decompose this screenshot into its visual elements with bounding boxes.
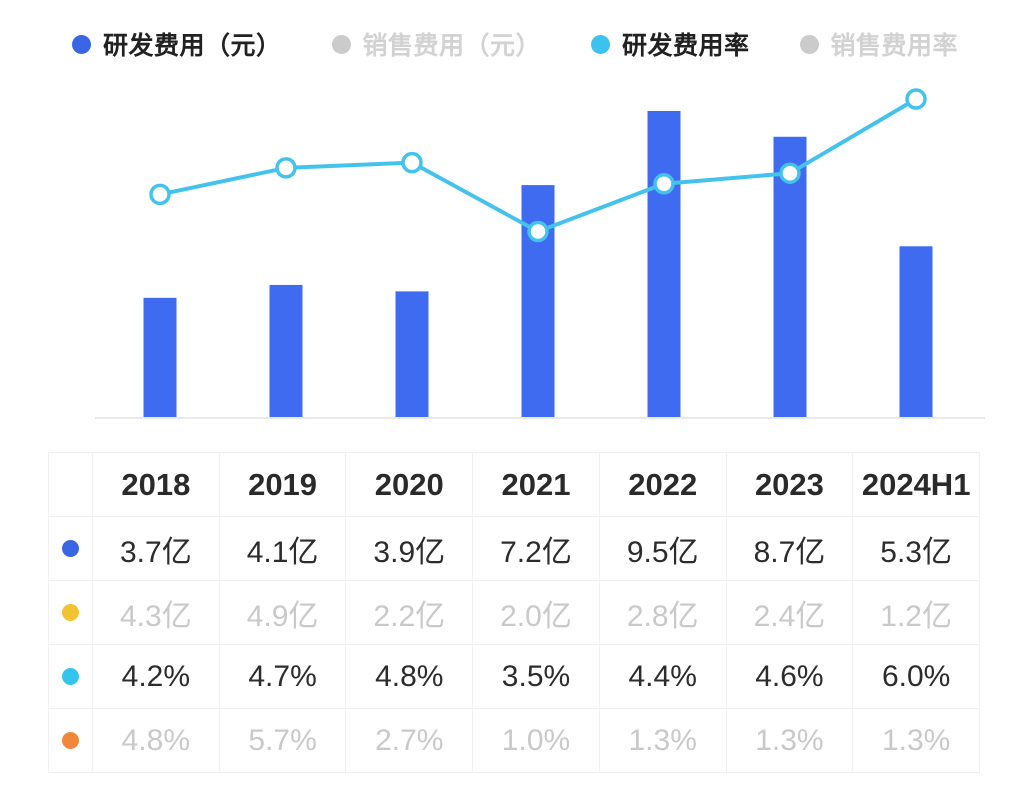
bar-2024H1	[899, 246, 933, 417]
line-marker-2024H1	[905, 88, 927, 110]
legend-label: 销售费用（元）	[362, 32, 542, 60]
table-year-header: 2020	[346, 453, 474, 517]
table-value-cell: 1.3%	[726, 709, 854, 773]
table-series-dot-cell	[49, 581, 93, 645]
table-year-header: 2023	[726, 453, 854, 517]
line-marker-2018	[149, 183, 171, 206]
table-value-cell: 5.3亿	[853, 517, 980, 581]
series-dot-icon	[62, 732, 79, 749]
line-marker-2023	[779, 162, 801, 184]
bar-2021	[521, 185, 555, 417]
table-series-dot-cell	[49, 645, 93, 709]
legend-item-1[interactable]: 销售费用（元）	[331, 26, 542, 62]
table-series-dot-cell	[49, 709, 93, 773]
series-dot-icon	[62, 540, 79, 557]
table-value-cell: 1.3%	[599, 709, 727, 773]
table-value-cell: 2.7%	[346, 709, 474, 773]
table-value-cell: 2.0亿	[473, 581, 600, 645]
legend-dot-icon	[591, 34, 611, 54]
data-table: 2018 2019 2020 2021 2022 2023 2024H1 3.7亿 4.1亿 3.…	[48, 452, 980, 773]
bar-2019	[269, 284, 303, 417]
combo-bar-line-chart	[95, 88, 985, 419]
table-value-cell: 4.8%	[93, 709, 220, 773]
table-value-cell: 1.2亿	[853, 581, 980, 645]
table-value-cell: 3.7亿	[93, 517, 220, 581]
bar-2022	[647, 111, 681, 417]
table-value-cell: 4.8%	[346, 645, 474, 709]
table-year-header: 2024H1	[853, 453, 980, 517]
table-series-dot-cell	[49, 517, 93, 581]
table-value-cell: 5.7%	[219, 709, 347, 773]
table-value-cell: 4.7%	[219, 645, 347, 709]
table-year-header: 2021	[473, 453, 600, 517]
table-value-cell: 4.4%	[599, 645, 727, 709]
legend-label: 研发费用率	[622, 32, 750, 60]
table-year-header: 2019	[219, 453, 347, 517]
legend-dot-icon	[72, 34, 91, 54]
line-marker-2021	[527, 220, 549, 243]
bar-2018	[143, 297, 177, 417]
legend-item-2[interactable]: 研发费用率	[591, 26, 750, 62]
legend-label: 销售费用率	[830, 32, 959, 60]
line-marker-2022	[653, 173, 675, 195]
table-corner-cell	[49, 453, 93, 517]
table-value-cell: 3.5%	[473, 645, 600, 709]
legend-dot-icon	[331, 34, 351, 54]
table-value-cell: 8.7亿	[726, 517, 854, 581]
table-value-cell: 4.2%	[93, 645, 220, 709]
table-value-cell: 4.3亿	[93, 581, 220, 645]
series-dot-icon	[62, 668, 79, 685]
legend-item-0[interactable]: 研发费用（元）	[72, 26, 282, 62]
table-value-cell: 4.9亿	[219, 581, 347, 645]
bar-2020	[395, 291, 429, 417]
table-value-cell: 4.1亿	[219, 517, 347, 581]
table-value-cell: 6.0%	[853, 645, 980, 709]
table-value-cell: 3.9亿	[346, 517, 474, 581]
table-value-cell: 9.5亿	[599, 517, 727, 581]
table-value-cell: 2.2亿	[346, 581, 474, 645]
table-year-header: 2022	[599, 453, 727, 517]
table-year-header: 2018	[93, 453, 220, 517]
table-value-cell: 2.4亿	[726, 581, 854, 645]
legend-item-3[interactable]: 销售费用率	[799, 26, 959, 62]
table-value-cell: 1.3%	[853, 709, 980, 773]
table-value-cell: 2.8亿	[599, 581, 727, 645]
line-marker-2019	[275, 157, 297, 179]
table-value-cell: 4.6%	[726, 645, 854, 709]
chart-legend: 研发费用（元） 销售费用（元） 研发费用率 销售费用率	[72, 26, 958, 62]
legend-label: 研发费用（元）	[103, 32, 282, 60]
table-value-cell: 7.2亿	[473, 517, 600, 581]
table-value-cell: 1.0%	[473, 709, 600, 773]
series-dot-icon	[62, 604, 79, 621]
legend-dot-icon	[799, 34, 819, 54]
line-marker-2020	[401, 151, 423, 174]
